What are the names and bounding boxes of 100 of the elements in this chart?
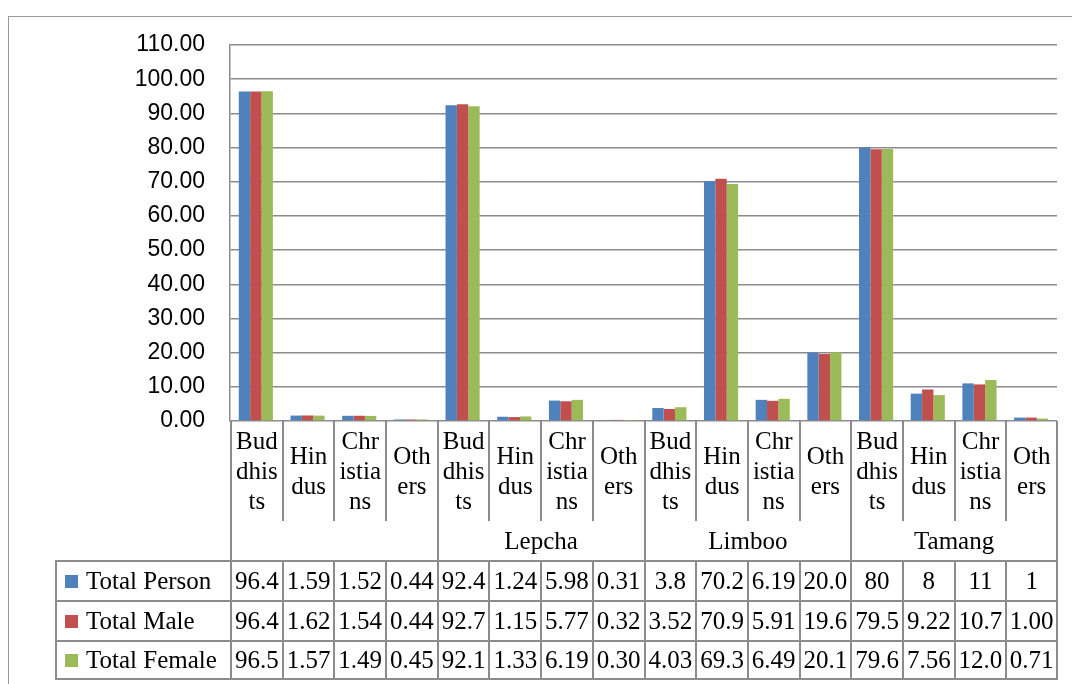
y-tick-label: 40.00	[147, 269, 205, 296]
data-label: 4.03	[648, 646, 693, 674]
x-tick-label: Buddhists	[856, 426, 898, 516]
data-label: 10.7	[958, 607, 1003, 635]
data-label: 70.9	[700, 607, 744, 635]
data-label: 12.0	[958, 646, 1003, 674]
x-tick-label: Others	[805, 441, 846, 501]
y-tick-label: 0.00	[160, 406, 205, 433]
data-label: 7.56	[906, 646, 951, 674]
y-tick-label: 110.00	[136, 30, 205, 57]
data-label: 79.6	[855, 646, 899, 674]
data-label: 96.5	[234, 646, 279, 674]
data-label: 8	[922, 567, 936, 595]
bar	[985, 379, 997, 421]
data-label: 20.0	[803, 567, 848, 595]
bar	[703, 181, 716, 421]
data-label: 6.49	[751, 646, 796, 674]
x-tick-label: Christians	[546, 426, 588, 516]
data-label: 92.4	[441, 567, 486, 595]
data-label: 96.4	[234, 607, 279, 635]
data-label: 5.91	[751, 607, 796, 635]
x-tick-label: Hindus	[909, 441, 949, 501]
bar	[301, 415, 314, 421]
bar	[818, 354, 831, 421]
data-label: 0.71	[1009, 646, 1054, 674]
bar	[445, 105, 457, 421]
bar	[755, 399, 768, 421]
legend-label: Total Person	[86, 567, 212, 595]
x-tick-label: Buddhists	[236, 426, 278, 516]
data-label: 80	[864, 567, 890, 595]
data-label: 20.1	[803, 646, 848, 674]
x-tick-label: Christians	[959, 426, 1002, 516]
bar	[973, 384, 986, 421]
bar	[726, 184, 739, 421]
bar	[933, 395, 945, 421]
y-tick-label: 20.00	[147, 337, 205, 364]
data-label: 96.4	[234, 567, 279, 595]
data-label: 0.30	[596, 646, 641, 674]
y-tick-label: 60.00	[147, 201, 205, 228]
bar	[497, 416, 509, 421]
bar	[767, 400, 779, 421]
data-label: 0.44	[390, 607, 434, 635]
bar	[519, 416, 532, 421]
y-tick-label: 70.00	[147, 167, 205, 194]
data-label: 0.32	[596, 607, 641, 635]
bar	[261, 91, 273, 421]
data-label: 69.3	[700, 646, 744, 674]
x-tick-label: Others	[392, 441, 432, 501]
bar	[675, 407, 687, 421]
bar	[238, 91, 251, 421]
x-tick-label: Buddhists	[442, 426, 485, 516]
data-label: 1.54	[338, 607, 383, 635]
bar	[859, 147, 871, 421]
bar	[290, 415, 302, 421]
bar	[881, 148, 894, 421]
bar	[807, 352, 819, 421]
data-label: 92.7	[441, 607, 486, 635]
data-label: 1.33	[493, 646, 538, 674]
bar	[663, 408, 676, 421]
legend-label: Total Male	[86, 607, 195, 635]
data-label: 11	[968, 567, 993, 595]
data-label: 0.45	[390, 646, 434, 674]
x-tick-label: Buddhists	[649, 426, 692, 516]
data-label: 5.77	[545, 607, 589, 635]
bar	[652, 408, 664, 421]
text: Lepcha	[504, 526, 578, 555]
x-tick-label: Christians	[339, 426, 382, 516]
bar	[313, 415, 325, 421]
bar	[364, 415, 377, 421]
bar	[508, 417, 520, 421]
y-tick-label: 30.00	[147, 303, 205, 330]
bar	[560, 401, 572, 421]
data-label: 1	[1025, 567, 1038, 595]
data-label: 1.24	[493, 567, 538, 595]
text: Tamang	[914, 526, 995, 555]
bar	[778, 398, 790, 421]
data-label: 0.31	[596, 567, 641, 595]
data-label: 79.5	[855, 607, 899, 635]
x-tick-label: Others	[598, 441, 639, 501]
data-label: 1.62	[286, 607, 331, 635]
data-label: 1.52	[338, 567, 383, 595]
data-label: 3.8	[654, 567, 686, 595]
data-label: 1.00	[1009, 607, 1054, 635]
bar	[870, 149, 882, 421]
y-tick-label: 100.00	[134, 64, 205, 91]
data-label: 6.19	[545, 646, 589, 674]
data-label: 3.52	[648, 607, 693, 635]
data-label: 0.44	[390, 567, 434, 595]
x-tick-label: Hindus	[702, 441, 742, 501]
bar	[548, 400, 561, 421]
data-label: 92.1	[441, 646, 486, 674]
data-label: 70.2	[700, 567, 744, 595]
legend-label: Total Female	[86, 646, 217, 674]
bar	[468, 106, 480, 421]
x-tick-label: Hindus	[288, 441, 329, 501]
bar	[715, 178, 727, 421]
x-tick-label: Christians	[752, 426, 795, 516]
text: Limboo	[708, 526, 788, 555]
data-label: 9.22	[906, 607, 951, 635]
y-tick-label: 10.00	[147, 372, 205, 399]
